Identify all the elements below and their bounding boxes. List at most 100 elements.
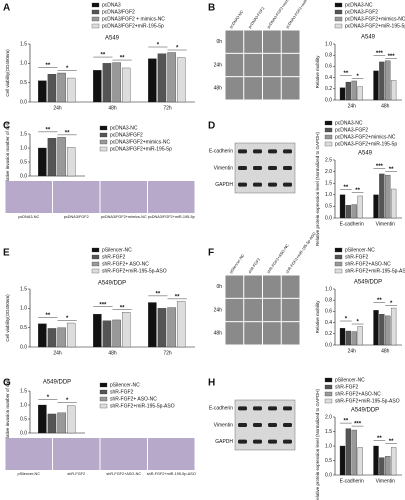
legend-swatch [91,9,100,15]
significance: * [66,398,69,404]
y-tick-label: 1.5 [325,429,332,435]
scratch-image [281,275,300,298]
y-tick-label: 0.6 [325,309,332,315]
blot-band [268,166,277,170]
y-tick-label: 1.5 [20,131,27,137]
bar [102,63,112,103]
significance: ** [120,305,125,311]
blot-band [283,439,292,444]
blot-band [283,182,292,187]
scratch-image [281,53,300,77]
scratch-image [225,77,244,100]
legend-swatch [334,247,343,253]
scratch-image [263,298,281,322]
bar [66,405,76,434]
bar [102,320,112,348]
bar [57,327,66,348]
chart-title: A549/DDP [351,408,379,414]
legend-label: pcDNA3-NC [110,125,138,131]
y-tick-label: 0.2 [325,331,332,337]
legend-swatch [91,254,100,260]
scratch-image [263,275,281,298]
legend-label: pcDNA3-FGF2 [335,127,368,133]
y-tick-label: 1.0 [325,192,332,198]
column-label: shR-FGF2+miR-195-5p-ASO [285,232,316,275]
y-tick-label: 1.5 [20,388,27,394]
blot-band [238,166,247,170]
y-tick-label: 0.5 [20,325,27,331]
column-label: pcDNA3/FGF2+mimics-NC [101,215,147,219]
bar [345,81,352,101]
bar [357,326,363,346]
column-label: pSilencer-NC [229,253,245,274]
legend-swatch [334,261,343,267]
significance: ** [344,71,349,77]
y-axis-label: Relative mobility [315,300,320,334]
legend-label: shR-FGF2 [110,389,134,395]
blot-band [238,423,247,427]
legend-swatch [91,2,100,8]
x-tick-label: Vimentin [376,478,396,484]
blot-label: E-cadherin [209,149,233,155]
y-tick-label: 1.0 [20,306,27,312]
y-tick-label: 0.0 [325,342,332,348]
legend-swatch [324,377,333,383]
y-tick-label: 2.5 [325,157,332,163]
legend-label: pcDNA3-FGF2+miR-195-5p [345,23,405,29]
blot-band [253,423,262,427]
scratch-image [244,298,262,322]
bar [47,138,57,177]
panel-letter: A [3,3,10,14]
bar [167,52,176,103]
bar [47,328,57,348]
legend-swatch [324,141,333,147]
scratch-image [225,298,244,322]
y-tick-label: 1.5 [20,41,27,47]
y-tick-label: 1.0 [20,61,27,67]
bar [345,205,352,219]
column-label: pSilencer-NC [17,472,40,476]
scratch-image [263,30,281,53]
scratch-image [225,275,244,298]
blot-label: Vimentin [214,422,234,428]
significance: *** [376,164,384,170]
bar [112,319,121,348]
bar [339,445,346,476]
scratch-image [244,53,262,77]
x-tick-label: 72h [163,105,172,111]
legend-label: shR-FGF2 [102,254,126,260]
y-tick-label: 1.0 [20,402,27,408]
bar [93,313,102,348]
bar [339,328,346,346]
blot-band [253,439,262,444]
legend-swatch [91,23,100,29]
scratch-image [281,298,300,322]
x-tick-label: E-cadherin [340,221,364,227]
invasion-image [100,181,147,213]
legend-label: pcDNA3/FGF2 [102,9,135,15]
legend-label: pcDNA3-FGF2+mimics-NC [335,134,396,140]
bar [38,323,47,348]
blot-band [238,439,247,444]
legend-label: shR-FGF2+ASO-NC [345,261,391,267]
column-label: shR-FGF2 [67,472,85,476]
column-label: pcDNA3-FGF2+mimics-NC [266,0,296,29]
legend-label: pSilencer-NC [110,382,140,388]
bar [339,87,346,101]
panel-letter: E [3,248,10,259]
scratch-image [225,30,244,53]
row-label: 0h [216,284,222,290]
significance: *** [99,302,107,308]
x-tick-label: 24h [348,348,357,354]
blot-band [253,406,262,411]
chart-title: A549/DDP [98,281,126,287]
x-tick-label: 24h [53,350,62,356]
significance: ** [156,291,161,297]
legend-label: shR-FGF2 [335,384,359,390]
y-tick-label: 0.5 [325,458,332,464]
legend-swatch [99,125,108,131]
significance: * [356,320,359,326]
legend-swatch [324,398,333,404]
chart-title: A549/DDP [43,380,71,386]
bar [385,315,391,346]
